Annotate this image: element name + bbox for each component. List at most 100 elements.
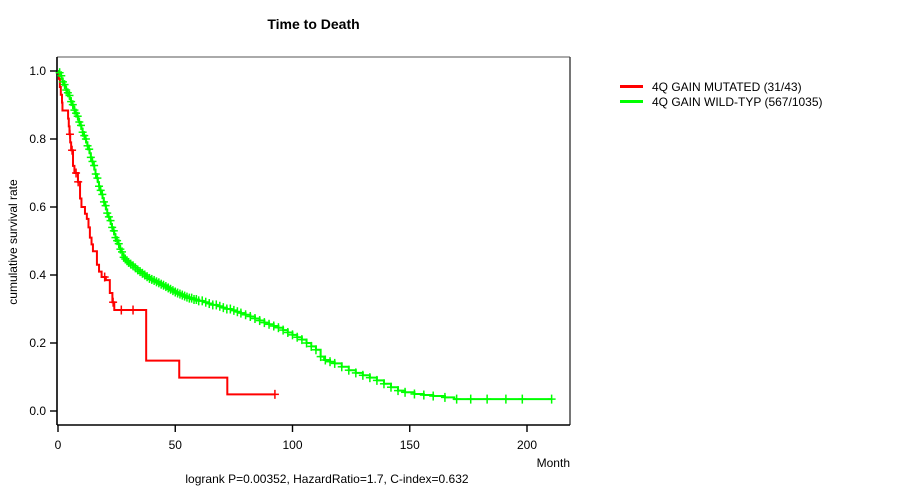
- survival-curve-wild-typ-censor-mark: [76, 120, 85, 130]
- survival-curve-mutated-censor-mark: [129, 305, 138, 315]
- survival-curve-wild-typ-censor-mark: [250, 314, 259, 324]
- survival-curve-wild-typ-censor-mark: [429, 391, 438, 401]
- survival-curve-wild-typ-censor-mark: [452, 394, 461, 404]
- survival-curve-wild-typ-censor-mark: [365, 373, 374, 383]
- legend-line-swatch: [620, 100, 643, 103]
- survival-curve-wild-typ-censor-mark: [255, 316, 264, 326]
- y-tick-label: 0.0: [29, 404, 46, 418]
- y-tick-label: 0.8: [29, 132, 46, 146]
- survival-curve-wild-typ-censor-mark: [344, 365, 353, 375]
- survival-curve-wild-typ-censor-mark: [466, 394, 475, 404]
- plot-title: Time to Death: [267, 16, 360, 32]
- survival-curve-mutated: [57, 70, 275, 396]
- survival-curve-mutated-censor-mark: [74, 177, 83, 187]
- survival-curve-wild-typ-censor-mark: [93, 173, 102, 183]
- survival-curve-wild-typ-censor-mark: [269, 321, 278, 331]
- survival-curve-wild-typ-censor-mark: [265, 319, 274, 329]
- y-tick-label: 0.4: [29, 268, 46, 282]
- survival-curve-wild-typ-censor-mark: [483, 394, 492, 404]
- x-axis-label: Month: [536, 456, 570, 470]
- survival-curve-wild-typ-censor-mark: [65, 90, 74, 100]
- survival-curve-wild-typ-censor-mark: [316, 352, 325, 362]
- survival-curve-wild-typ-censor-mark: [419, 390, 428, 400]
- y-tick-label: 1.0: [29, 64, 46, 78]
- survival-curve-wild-typ-censor-mark: [307, 341, 316, 351]
- x-tick-label: 100: [282, 438, 302, 452]
- survival-curve-wild-typ-censor-mark: [86, 152, 95, 162]
- survival-curve-wild-typ-censor-mark: [88, 156, 97, 166]
- survival-curve-wild-typ-censor-mark: [410, 389, 419, 399]
- legend-label: 4Q GAIN WILD-TYP (567/1035): [652, 94, 823, 109]
- survival-curve-wild-typ-censor-mark: [106, 216, 115, 226]
- survival-curve-wild-typ-censor-mark: [233, 307, 242, 317]
- survival-curve-wild-typ-censor-mark: [311, 345, 320, 355]
- survival-curve-wild-typ-censor-mark: [198, 296, 207, 306]
- legend-item: 4Q GAIN WILD-TYP (567/1035): [620, 94, 823, 109]
- survival-curve-mutated-censor-mark: [72, 168, 81, 178]
- survival-curve-wild-typ-censor-mark: [90, 161, 99, 171]
- survival-curve-wild-typ-censor-mark: [96, 185, 105, 195]
- x-tick-label: 150: [400, 438, 420, 452]
- survival-curve-wild-typ-censor-mark: [114, 239, 123, 249]
- survival-curve-wild-typ-censor-mark: [321, 355, 330, 365]
- y-tick-label: 0.6: [29, 200, 46, 214]
- survival-curve-wild-typ-censor-mark: [91, 169, 100, 179]
- survival-curve-wild-typ-censor-mark: [201, 297, 210, 307]
- survival-curve-wild-typ-censor-mark: [330, 358, 339, 368]
- stats-caption: logrank P=0.00352, HazardRatio=1.7, C-in…: [185, 472, 469, 486]
- survival-curve-mutated-censor-mark: [117, 305, 126, 315]
- survival-curve-wild-typ-censor-mark: [358, 370, 367, 380]
- survival-curve-wild-typ-censor-mark: [81, 134, 90, 144]
- survival-curve-wild-typ-censor-mark: [297, 335, 306, 345]
- survival-curve-wild-typ-censor-mark: [260, 318, 269, 328]
- survival-curve-wild-typ-censor-mark: [394, 386, 403, 396]
- survival-curve-mutated-censor-mark: [109, 297, 118, 307]
- survival-curve-wild-typ-censor-mark: [85, 144, 94, 154]
- survival-curve-mutated-censor-mark: [100, 272, 109, 282]
- survival-curve-wild-typ-censor-mark: [372, 375, 381, 385]
- survival-curve-wild-typ-censor-mark: [326, 357, 335, 367]
- x-tick-label: 200: [517, 438, 537, 452]
- survival-curve-wild-typ-censor-mark: [501, 394, 510, 404]
- survival-curve-wild-typ-censor-mark: [351, 368, 360, 378]
- survival-curve-wild-typ-censor-mark: [241, 310, 250, 320]
- legend-item: 4Q GAIN MUTATED (31/43): [620, 79, 823, 94]
- survival-curve-wild-typ-censor-mark: [73, 111, 82, 121]
- survival-curve-wild-typ-censor-mark: [205, 299, 214, 309]
- survival-curve-wild-typ-censor-mark: [302, 338, 311, 348]
- survival-curve-wild-typ-censor-mark: [212, 300, 221, 310]
- x-tick-label: 0: [55, 438, 62, 452]
- survival-curve-wild-typ-censor-mark: [518, 394, 527, 404]
- survival-curve-wild-typ-censor-mark: [118, 247, 127, 257]
- y-tick-label: 0.2: [29, 336, 46, 350]
- x-tick-label: 50: [169, 438, 183, 452]
- survival-curve-mutated-censor-mark: [270, 389, 279, 399]
- survival-curve-wild-typ: [58, 70, 552, 401]
- survival-curve-wild-typ-censor-mark: [386, 382, 395, 392]
- survival-curve-wild-typ-censor-mark: [101, 201, 110, 211]
- survival-curve-wild-typ-censor-mark: [440, 392, 449, 402]
- survival-curve-wild-typ-censor-mark: [95, 181, 104, 191]
- survival-curve-wild-typ-censor-mark: [215, 301, 224, 311]
- survival-curve-wild-typ-censor-mark: [246, 311, 255, 321]
- survival-curve-wild-typ-censor-mark: [337, 362, 346, 372]
- survival-curve-wild-typ-censor-mark: [379, 379, 388, 389]
- survival-curve-wild-typ-censor-mark: [293, 332, 302, 342]
- survival-curve-wild-typ-censor-mark: [236, 308, 245, 318]
- legend: 4Q GAIN MUTATED (31/43) 4Q GAIN WILD-TYP …: [620, 79, 823, 109]
- survival-curve-wild-typ-censor-mark: [288, 330, 297, 340]
- survival-curve-wild-typ-censor-mark: [283, 327, 292, 337]
- survival-curve-wild-typ-censor-mark: [229, 305, 238, 315]
- survival-curve-wild-typ-censor-mark: [279, 325, 288, 335]
- survival-curve-wild-typ-censor-mark: [219, 303, 228, 313]
- survival-curve-wild-typ-censor-mark: [60, 80, 69, 90]
- survival-curve-mutated-censor-mark: [65, 129, 74, 139]
- survival-curve-wild-typ-censor-mark: [98, 189, 107, 199]
- legend-label: 4Q GAIN MUTATED (31/43): [652, 79, 802, 94]
- survival-curve-wild-typ-censor-mark: [547, 394, 556, 404]
- survival-curve-mutated-censor-mark: [68, 145, 77, 155]
- legend-line-swatch: [620, 85, 643, 88]
- survival-curve-wild-typ-censor-mark: [57, 71, 66, 81]
